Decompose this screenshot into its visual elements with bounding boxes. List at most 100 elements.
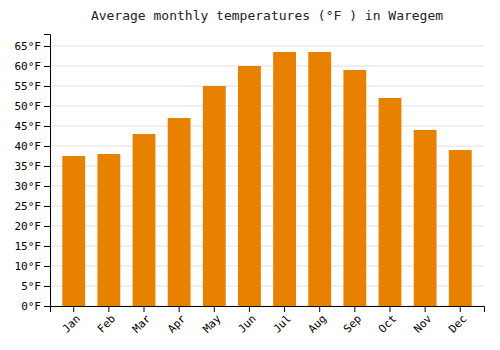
- y-tick-label: 60°F: [15, 60, 42, 73]
- title: Average monthly temperatures (°F ) in Wa…: [91, 8, 443, 23]
- y-tick: 0°F: [21, 300, 50, 313]
- x-tick-label: Nov: [411, 312, 435, 336]
- chart: Average monthly temperatures (°F ) in Wa…: [0, 0, 500, 350]
- y-tick: 55°F: [15, 80, 51, 93]
- y-tick-mark: [44, 166, 50, 167]
- bars: [62, 52, 471, 306]
- x-tick-mark: [144, 306, 145, 312]
- x-tick: Aug: [306, 306, 329, 336]
- y-tick-mark: [44, 146, 50, 147]
- bar: [308, 52, 331, 306]
- x-tick-mark: [179, 306, 180, 312]
- x-tick: May: [200, 306, 224, 336]
- x-tick: Mar: [130, 306, 154, 336]
- x-tick-label: Jul: [271, 312, 294, 335]
- x-tick-label: Jun: [235, 312, 258, 335]
- y-tick: 60°F: [15, 60, 51, 73]
- y-tick: 30°F: [15, 180, 51, 193]
- y-tick-mark: [44, 306, 50, 307]
- bar: [238, 66, 261, 306]
- y-tick-label: 45°F: [15, 120, 42, 133]
- x-tick-mark: [425, 306, 426, 312]
- x-tick-mark: [108, 306, 109, 312]
- bar: [449, 150, 472, 306]
- x-tick-label: Oct: [376, 312, 399, 335]
- plot: 0°F 5°F 10°F 15°F 20°F 25°F 30°F 35°F 40°F 45°F 50…: [15, 35, 485, 336]
- x-axis: Jan Feb Mar Apr May Jun Jul Aug Sep Oct Nov Dec: [51, 306, 485, 336]
- y-tick: 25°F: [15, 200, 51, 213]
- y-tick: 10°F: [15, 260, 51, 273]
- bar: [414, 130, 437, 306]
- x-tick-label: May: [200, 312, 224, 336]
- y-tick-mark: [44, 46, 50, 47]
- y-tick-label: 0°F: [21, 300, 41, 313]
- y-tick: 50°F: [15, 100, 51, 113]
- x-tick-label: Sep: [341, 312, 364, 335]
- y-tick-label: 30°F: [15, 180, 42, 193]
- x-tick-mark: [389, 306, 390, 312]
- y-tick-label: 15°F: [15, 240, 42, 253]
- x-tick-label: Jan: [60, 312, 83, 335]
- y-tick-mark: [44, 186, 50, 187]
- x-tick-label: Aug: [306, 312, 329, 335]
- y-tick: 35°F: [15, 160, 51, 173]
- y-tick-mark: [44, 206, 50, 207]
- grid-line: [50, 106, 484, 107]
- bar: [343, 70, 366, 306]
- y-tick-label: 35°F: [15, 160, 42, 173]
- y-tick-mark: [44, 246, 50, 247]
- y-tick-label: 10°F: [15, 260, 42, 273]
- bar: [62, 156, 85, 306]
- y-tick-mark: [44, 126, 50, 127]
- bar: [379, 98, 402, 306]
- grid-line: [50, 126, 484, 127]
- y-tick: 65°F: [15, 40, 51, 53]
- x-tick-label: Apr: [165, 312, 189, 336]
- y-tick: 40°F: [15, 140, 51, 153]
- x-tick-mark: [249, 306, 250, 312]
- x-tick: Dec: [446, 306, 469, 336]
- y-tick-label: 40°F: [15, 140, 42, 153]
- y-tick-mark: [44, 86, 50, 87]
- x-tick-mark: [73, 306, 74, 312]
- bar: [203, 86, 226, 306]
- x-tick: Sep: [341, 306, 364, 336]
- y-tick: 45°F: [15, 120, 51, 133]
- bar: [97, 154, 120, 306]
- y-axis-line: [44, 35, 51, 307]
- x-tick-mark: [214, 306, 215, 312]
- grid-line: [50, 66, 484, 67]
- y-tick-label: 20°F: [15, 220, 42, 233]
- y-tick-label: 55°F: [15, 80, 42, 93]
- grid-line: [50, 86, 484, 87]
- y-axis: 0°F 5°F 10°F 15°F 20°F 25°F 30°F 35°F 40°F 45°F 50…: [15, 35, 51, 314]
- x-tick-mark: [284, 306, 285, 312]
- x-tick: Apr: [165, 306, 189, 336]
- x-tick: Oct: [376, 306, 399, 336]
- x-tick-label: Dec: [446, 312, 469, 335]
- x-tick: Jul: [271, 306, 294, 336]
- y-tick-label: 65°F: [15, 40, 42, 53]
- y-tick-label: 50°F: [15, 100, 42, 113]
- x-tick: Jun: [235, 306, 258, 336]
- x-tick-mark: [319, 306, 320, 312]
- x-tick-mark: [354, 306, 355, 312]
- grid-line: [50, 46, 484, 47]
- y-tick-label: 5°F: [21, 280, 41, 293]
- y-tick: 5°F: [21, 280, 50, 293]
- x-tick: Jan: [60, 306, 83, 336]
- y-tick-mark: [44, 106, 50, 107]
- y-tick: 15°F: [15, 240, 51, 253]
- x-axis-line: [51, 307, 485, 313]
- x-tick: Feb: [95, 306, 118, 336]
- x-tick: Nov: [411, 306, 435, 336]
- y-tick-label: 25°F: [15, 200, 42, 213]
- bar: [168, 118, 191, 306]
- y-tick: 20°F: [15, 220, 51, 233]
- y-tick-mark: [44, 266, 50, 267]
- x-tick-label: Mar: [130, 312, 154, 336]
- grid: [50, 46, 484, 306]
- y-tick-mark: [44, 66, 50, 67]
- y-tick-mark: [44, 286, 50, 287]
- bar: [133, 134, 156, 306]
